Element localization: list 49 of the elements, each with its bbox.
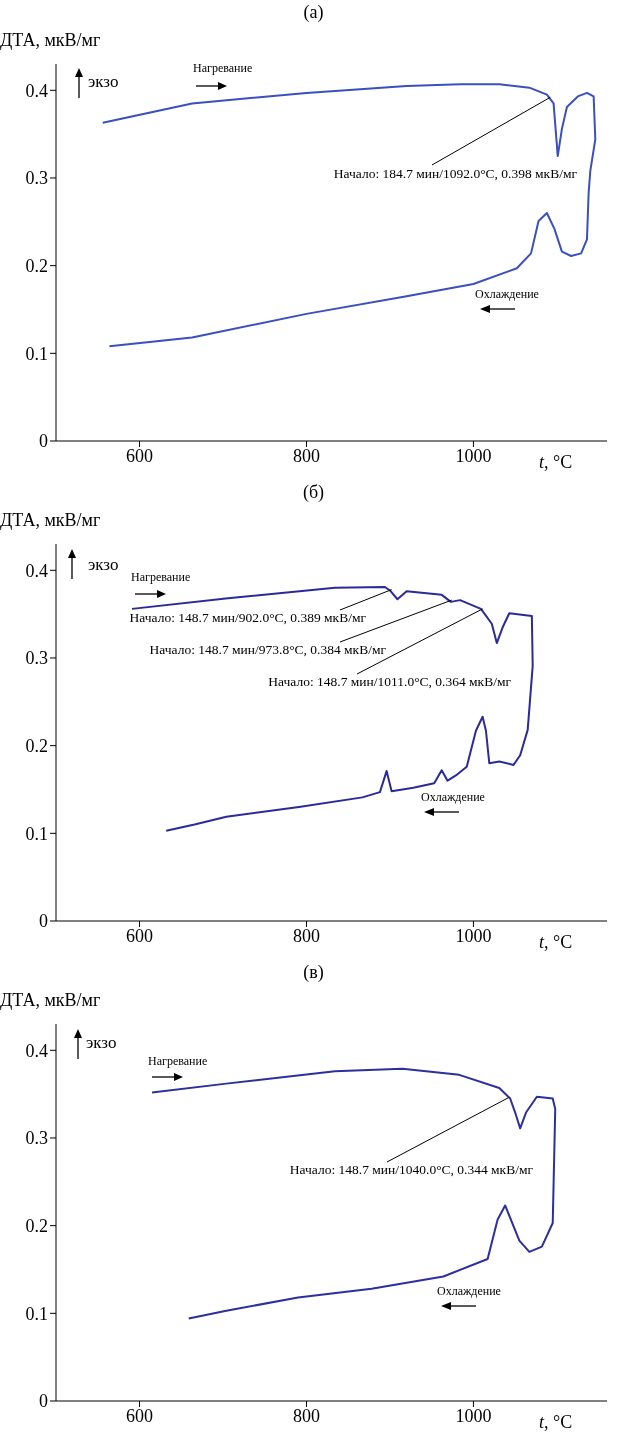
annotation: Начало: 148.7 мин/1011.0°C, 0.364 мкВ/мг [268, 674, 512, 689]
annotation: Охлаждение [475, 287, 539, 301]
y-tick-label: 0.3 [25, 648, 48, 669]
annotation: экзо [86, 1033, 117, 1052]
y-axis-title: ДТА, мкВ/мг [0, 30, 101, 51]
x-axis-title: t, °C [539, 932, 573, 952]
y-tick-label: 0 [39, 1391, 48, 1412]
x-axis-title: t, °C [539, 452, 573, 472]
y-tick-label: 0 [39, 911, 48, 932]
y-tick-label: 0.4 [25, 560, 48, 581]
annotation: Начало: 148.7 мин/902.0°C, 0.389 мкВ/мг [129, 610, 367, 625]
x-tick-label: 800 [292, 445, 320, 466]
y-tick-label: 0.2 [25, 736, 48, 757]
y-tick-label: 0.4 [25, 1040, 48, 1061]
y-tick-label: 0.2 [25, 1216, 48, 1237]
y-tick-label: 0.1 [25, 343, 48, 364]
y-axis-title: ДТА, мкВ/мг [0, 990, 101, 1011]
y-tick-label: 0 [39, 431, 48, 452]
y-axis-title: ДТА, мкВ/мг [0, 510, 101, 531]
x-tick-label: 800 [292, 1405, 320, 1426]
line-series [151, 1067, 557, 1320]
chart-title: (б) [301, 482, 326, 503]
annotation: Охлаждение [437, 1284, 501, 1298]
annotation: Нагревание [193, 61, 253, 75]
annotation: экзо [88, 555, 119, 574]
y-tick-label: 0.3 [25, 168, 48, 189]
chart-title: (в) [302, 962, 325, 983]
annotation: Начало: 184.7 мин/1092.0°C, 0.398 мкВ/мг [333, 166, 578, 181]
annotation: Охлаждение [421, 790, 485, 804]
annotation: Нагревание [148, 1054, 208, 1068]
annotation: Начало: 148.7 мин/1040.0°C, 0.344 мкВ/мг [289, 1162, 534, 1177]
x-tick-label: 600 [125, 445, 153, 466]
x-tick-label: 1000 [455, 1405, 492, 1426]
y-tick-label: 0.3 [25, 1128, 48, 1149]
annotation: Нагревание [131, 570, 191, 584]
x-tick-label: 800 [292, 925, 320, 946]
line-series [130, 585, 534, 832]
y-tick-label: 0.1 [25, 823, 48, 844]
y-tick-label: 0.1 [25, 1303, 48, 1324]
x-axis-title: t, °C [539, 1412, 573, 1432]
x-tick-label: 1000 [455, 445, 492, 466]
annotation: Начало: 148.7 мин/973.8°C, 0.384 мкВ/мг [149, 642, 387, 657]
y-tick-label: 0.2 [25, 256, 48, 277]
x-tick-label: 600 [125, 925, 153, 946]
chart-title: (а) [302, 2, 325, 23]
x-tick-label: 600 [125, 1405, 153, 1426]
y-tick-label: 0.4 [25, 80, 48, 101]
x-tick-label: 1000 [455, 925, 492, 946]
annotation: экзо [88, 72, 119, 91]
